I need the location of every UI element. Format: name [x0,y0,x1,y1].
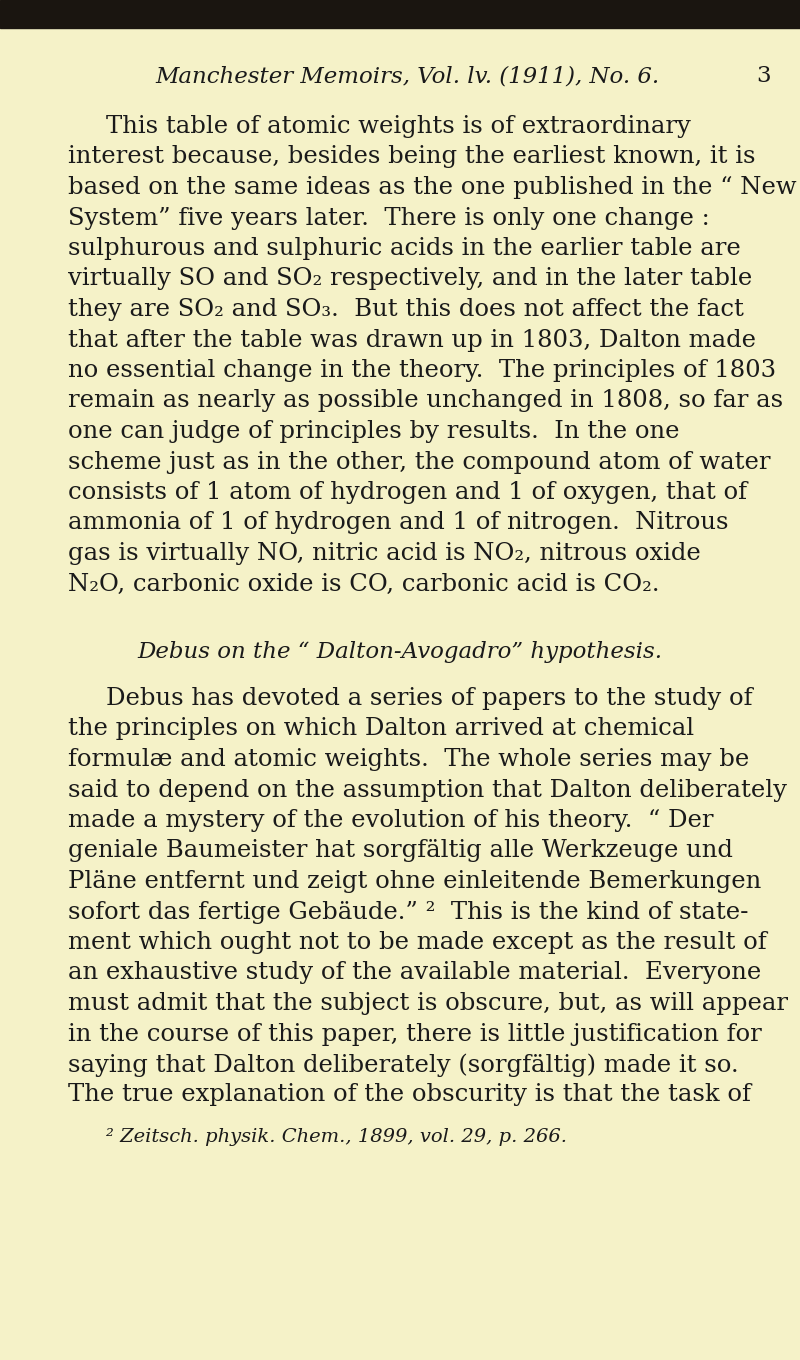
Text: that after the table was drawn up in 1803, Dalton made: that after the table was drawn up in 180… [68,329,756,351]
Text: based on the same ideas as the one published in the “ New: based on the same ideas as the one publi… [68,175,797,199]
Text: no essential change in the theory.  The principles of 1803: no essential change in the theory. The p… [68,359,776,382]
Text: The true explanation of the obscurity is that the task of: The true explanation of the obscurity is… [68,1084,751,1107]
Text: they are SO₂ and SO₃.  But this does not affect the fact: they are SO₂ and SO₃. But this does not … [68,298,744,321]
Text: Debus on the “ Dalton-Avogadro” hypothesis.: Debus on the “ Dalton-Avogadro” hypothes… [138,641,662,664]
Text: ment which ought not to be made except as the result of: ment which ought not to be made except a… [68,932,766,953]
Text: consists of 1 atom of hydrogen and 1 of oxygen, that of: consists of 1 atom of hydrogen and 1 of … [68,481,747,505]
Text: gas is virtually NO, nitric acid is NO₂, nitrous oxide: gas is virtually NO, nitric acid is NO₂,… [68,543,701,564]
Text: interest because, besides being the earliest known, it is: interest because, besides being the earl… [68,146,755,169]
Text: the principles on which Dalton arrived at chemical: the principles on which Dalton arrived a… [68,718,694,740]
Text: made a mystery of the evolution of his theory.  “ Der: made a mystery of the evolution of his t… [68,809,714,832]
Text: geniale Baumeister hat sorgfältig alle Werkzeuge und: geniale Baumeister hat sorgfältig alle W… [68,839,733,862]
Text: formulæ and atomic weights.  The whole series may be: formulæ and atomic weights. The whole se… [68,748,750,771]
Text: ² Zeitsch. physik. Chem., 1899, vol. 29, p. 266.: ² Zeitsch. physik. Chem., 1899, vol. 29,… [106,1127,567,1146]
Text: said to depend on the assumption that Dalton deliberately: said to depend on the assumption that Da… [68,778,787,801]
Text: an exhaustive study of the available material.  Everyone: an exhaustive study of the available mat… [68,962,762,985]
Text: Manchester Memoirs, Vol. lv. (1911), No. 6.: Manchester Memoirs, Vol. lv. (1911), No.… [155,65,659,87]
Text: Debus has devoted a series of papers to the study of: Debus has devoted a series of papers to … [106,687,753,710]
Text: System” five years later.  There is only one change :: System” five years later. There is only … [68,207,710,230]
Bar [0,0,800,29]
Text: remain as nearly as possible unchanged in 1808, so far as: remain as nearly as possible unchanged i… [68,389,783,412]
Text: This table of atomic weights is of extraordinary: This table of atomic weights is of extra… [106,116,691,137]
Text: must admit that the subject is obscure, but, as will appear: must admit that the subject is obscure, … [68,991,788,1015]
Text: 3: 3 [756,65,770,87]
Text: scheme just as in the other, the compound atom of water: scheme just as in the other, the compoun… [68,450,770,473]
Text: N₂O, carbonic oxide is CO, carbonic acid is CO₂.: N₂O, carbonic oxide is CO, carbonic acid… [68,573,659,596]
Text: sulphurous and sulphuric acids in the earlier table are: sulphurous and sulphuric acids in the ea… [68,237,741,260]
Text: Pläne entfernt und zeigt ohne einleitende Bemerkungen: Pläne entfernt und zeigt ohne einleitend… [68,870,762,894]
Text: saying that Dalton deliberately (sorgfältig) made it so.: saying that Dalton deliberately (sorgfäl… [68,1053,738,1077]
Text: in the course of this paper, there is little justification for: in the course of this paper, there is li… [68,1023,762,1046]
Text: virtually SO and SO₂ respectively, and in the later table: virtually SO and SO₂ respectively, and i… [68,268,752,291]
Text: ammonia of 1 of hydrogen and 1 of nitrogen.  Nitrous: ammonia of 1 of hydrogen and 1 of nitrog… [68,511,729,534]
Text: sofort das fertige Gebäude.” ²  This is the kind of state-: sofort das fertige Gebäude.” ² This is t… [68,900,749,923]
Text: one can judge of principles by results.  In the one: one can judge of principles by results. … [68,420,679,443]
